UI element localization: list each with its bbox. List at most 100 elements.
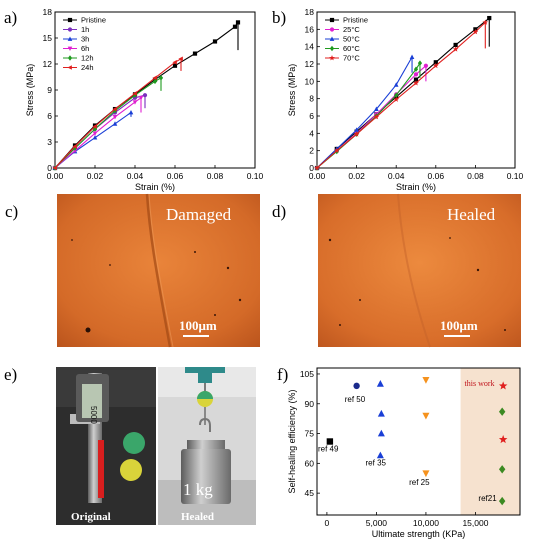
y-tick-label: 6 — [47, 111, 52, 121]
data-point-Pristine — [433, 60, 438, 65]
micrograph-healed: Healed 100μm — [318, 193, 521, 348]
data-point-50°C — [393, 82, 399, 87]
data-point-ref-50 — [353, 382, 360, 390]
y-tick-label: 2 — [309, 146, 314, 156]
x-tick-label: 0.06 — [428, 171, 445, 181]
scale-bar-c — [183, 335, 209, 337]
data-point-70°C — [314, 165, 320, 171]
weight-label: 1 kg — [183, 480, 213, 499]
data-point-12h — [152, 78, 158, 85]
data-point-70°C — [482, 19, 489, 25]
annotation-ref-49: ref 49 — [318, 444, 339, 453]
sample-disk-yellow — [120, 459, 142, 481]
data-point-this-work — [498, 435, 508, 444]
data-point-70°C — [452, 46, 459, 52]
caliper-display-value: 5000 — [89, 406, 98, 424]
x-axis-label: Ultimate strength (KPa) — [372, 529, 466, 539]
y-tick-label: 18 — [305, 7, 315, 17]
legend-marker-3h — [67, 36, 73, 41]
legend-marker-24h — [67, 65, 72, 70]
scale-bar-label-c: 100μm — [179, 318, 217, 333]
x-tick-label: 10,000 — [413, 518, 439, 528]
legend-entry-Pristine: Pristine — [81, 16, 106, 25]
chart-b-stress-strain: 0.00 0.02 0.04 0.06 0.08 0.10 0 2 4 6 8 10 12 14 16 18 S… — [287, 7, 524, 192]
y-tick-label: 0 — [47, 163, 52, 173]
x-tick-label: 0.04 — [388, 171, 405, 181]
data-point-ref-25 — [422, 470, 430, 478]
sample-disk-green — [123, 432, 145, 454]
x-tick-label: 0.00 — [47, 171, 64, 181]
y-tick-label: 15 — [43, 33, 53, 43]
legend-entry-12h: 12h — [81, 54, 94, 63]
x-tick-label: 0.08 — [207, 171, 224, 181]
photo-healed: 1 kg Healed — [158, 367, 256, 525]
data-point-24h — [72, 144, 77, 149]
legend-entry-60°C: 60°C — [343, 44, 360, 53]
overlay-damaged: Damaged — [166, 205, 232, 224]
y-axis-label: Self-healing efficiency (%) — [287, 390, 297, 494]
y-tick-label: 60 — [305, 458, 315, 468]
data-point-12h — [72, 145, 78, 151]
series-line-6h — [54, 97, 142, 169]
data-point-24h — [112, 106, 117, 112]
x-axis-label: Strain (%) — [396, 182, 436, 192]
data-point-Pristine — [487, 15, 492, 21]
data-point-Pristine — [232, 24, 238, 29]
legend-marker-1h — [67, 27, 73, 32]
series-line-Pristine — [316, 17, 490, 169]
overlay-healed: Healed — [447, 205, 496, 224]
data-point-ref-49 — [326, 438, 334, 445]
data-point-24h — [178, 56, 183, 62]
y-tick-label: 10 — [305, 76, 315, 86]
data-point-70°C — [413, 80, 419, 86]
chart-f-efficiency-strength: 0 5,000 10,000 15,000 45 60 75 90 105 Ultimate st… — [287, 367, 521, 539]
data-point-6h — [92, 131, 98, 136]
x-tick-label: 0.02 — [348, 171, 365, 181]
caption-original: Original — [71, 511, 111, 523]
data-point-70°C — [433, 62, 439, 69]
y-axis-label: Stress (MPa) — [287, 64, 297, 117]
annotation-ref-35: ref 35 — [366, 458, 387, 467]
data-point-Pristine — [212, 39, 218, 44]
scale-bar-label-d: 100μm — [440, 318, 478, 333]
data-point-1h — [142, 93, 148, 98]
y-tick-label: 6 — [309, 111, 314, 121]
x-tick-label: 0.10 — [507, 171, 524, 181]
legend-entry-25°C: 25°C — [343, 25, 360, 34]
y-axis-label: Stress (MPa) — [25, 64, 35, 117]
legend-marker-70°C — [329, 55, 335, 61]
data-point-3h — [112, 121, 118, 126]
legend-marker-6h — [67, 46, 73, 52]
data-point-70°C — [373, 113, 380, 120]
data-point-12h — [112, 108, 118, 114]
data-point-50°C — [354, 127, 359, 132]
y-tick-label: 9 — [47, 85, 52, 95]
data-point-ref-25 — [422, 377, 430, 384]
chart-a-stress-strain: 0.00 0.02 0.04 0.06 0.08 0.10 0 3 6 9 12 15 18 Strain… — [25, 7, 264, 192]
y-tick-label: 3 — [47, 137, 52, 147]
legend-entry-1h: 1h — [81, 25, 89, 34]
data-point-60°C — [417, 60, 423, 66]
data-point-24h — [132, 91, 137, 96]
y-tick-label: 8 — [309, 94, 314, 104]
panel-label-b: b) — [272, 8, 286, 27]
y-tick-label: 14 — [305, 42, 315, 52]
y-tick-label: 0 — [309, 163, 314, 173]
panel-label-c: c) — [5, 202, 18, 221]
y-tick-label: 12 — [305, 59, 315, 69]
data-point-ref-35 — [377, 409, 385, 417]
panel-label-a: a) — [4, 8, 17, 27]
y-tick-label: 75 — [305, 429, 315, 439]
data-point-70°C — [472, 28, 479, 35]
x-tick-label: 0.08 — [467, 171, 484, 181]
y-tick-label: 105 — [300, 369, 314, 379]
data-point-6h — [132, 100, 138, 105]
data-point-25°C — [423, 63, 428, 68]
series-line-60°C — [316, 62, 421, 169]
x-tick-label: 15,000 — [462, 518, 488, 528]
scale-bar-d — [444, 335, 470, 337]
plot-frame — [316, 11, 516, 169]
x-tick-label: 0.10 — [247, 171, 264, 181]
data-point-ref-21 — [498, 496, 506, 506]
